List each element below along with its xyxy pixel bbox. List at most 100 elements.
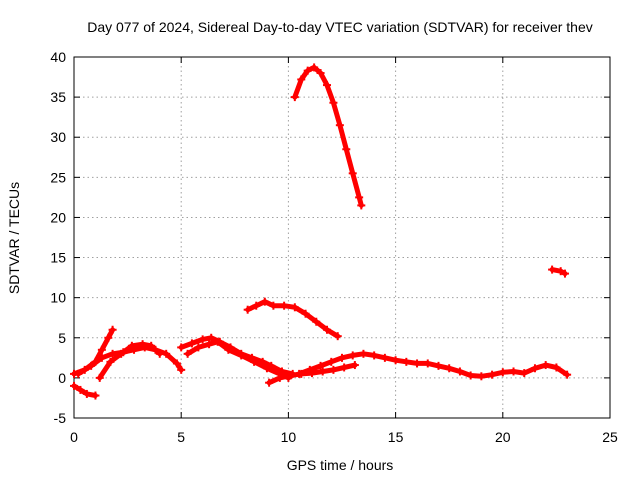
data-point [357,201,366,210]
data-point [82,389,91,398]
data-point [106,357,115,366]
data-point [205,340,214,349]
series-seg-g [245,299,341,339]
data-point [338,353,346,362]
data-point [183,349,192,358]
x-tick-label: 5 [177,429,185,445]
data-point [177,365,186,374]
y-tick-label: 10 [50,290,66,306]
data-point [172,359,181,368]
data-point [359,349,368,358]
data-point [138,340,147,349]
data-point [322,325,331,334]
data-point [224,345,233,354]
x-tick-label: 25 [602,429,618,445]
data-point [380,353,389,362]
data-point [520,369,529,378]
grid [74,57,610,418]
data-point [297,75,306,84]
data-point [305,365,314,374]
data-point [316,69,325,78]
data-point [391,356,400,365]
data-point [423,359,432,368]
y-tick-label: 40 [50,49,66,65]
y-axis: -5 0 5 10 15 20 25 30 35 40 [50,49,610,426]
data-point [301,309,310,318]
data-point [237,351,246,360]
data-point [455,367,464,376]
data-point [262,364,271,373]
data-point [348,169,357,178]
data-point [91,391,100,400]
data-point [556,267,565,276]
data-point [541,361,550,370]
data-point [310,63,319,72]
y-tick-label: 20 [50,209,66,225]
x-tick-label: 15 [388,429,404,445]
data-point [147,341,156,350]
x-tick-label: 20 [495,429,511,445]
data-point [260,297,269,306]
y-tick-label: -5 [54,410,67,426]
data-point [187,339,196,348]
series-seg-f [185,339,291,381]
data-point [333,332,342,341]
data-point [286,371,295,380]
data-point [413,359,422,368]
y-axis-title: SDTVAR / TECUs [6,182,22,294]
data-point [329,365,338,374]
data-point [329,98,338,107]
series-seg-a [71,383,98,398]
data-point [322,81,331,90]
data-point [318,367,327,376]
data-point [213,337,222,346]
data-point [76,385,85,394]
data-point [117,349,126,358]
data-point [477,372,486,381]
data-point [488,370,497,379]
data-point [303,66,312,75]
data-point [509,367,518,376]
data-point [370,351,379,360]
data-point [70,381,78,390]
data-point [290,303,299,312]
data-point [312,317,321,326]
data-point [548,265,557,274]
data-point [97,345,106,354]
y-tick-label: 15 [50,250,66,266]
y-tick-label: 35 [50,89,66,105]
data-point [198,335,207,344]
data-point [335,121,344,130]
data-point [563,370,572,379]
data-point [207,333,216,342]
data-point [350,361,359,370]
data-point [445,364,454,373]
data-point [295,369,304,378]
data-point [252,301,261,310]
data-point [269,301,278,310]
data-point [498,368,507,377]
data-point [280,301,289,310]
data-point [275,373,284,382]
data-point [290,93,299,102]
data-point [155,349,164,358]
data-point [434,361,443,370]
data-point [74,369,83,378]
data-point [250,357,259,366]
data-point [177,343,186,352]
x-axis: 0 5 10 15 20 25 [70,57,618,445]
data-point [560,269,569,278]
data-point [95,373,104,382]
y-tick-label: 25 [50,169,66,185]
data-point [194,343,203,352]
data-point [327,357,336,366]
data-point [127,341,136,350]
data-point [342,145,351,154]
data-point [104,333,113,342]
data-point [108,349,117,358]
y-tick-label: 0 [58,370,66,386]
series-seg-h [292,64,364,208]
data-point [265,378,274,387]
y-tick-label: 5 [58,330,66,346]
